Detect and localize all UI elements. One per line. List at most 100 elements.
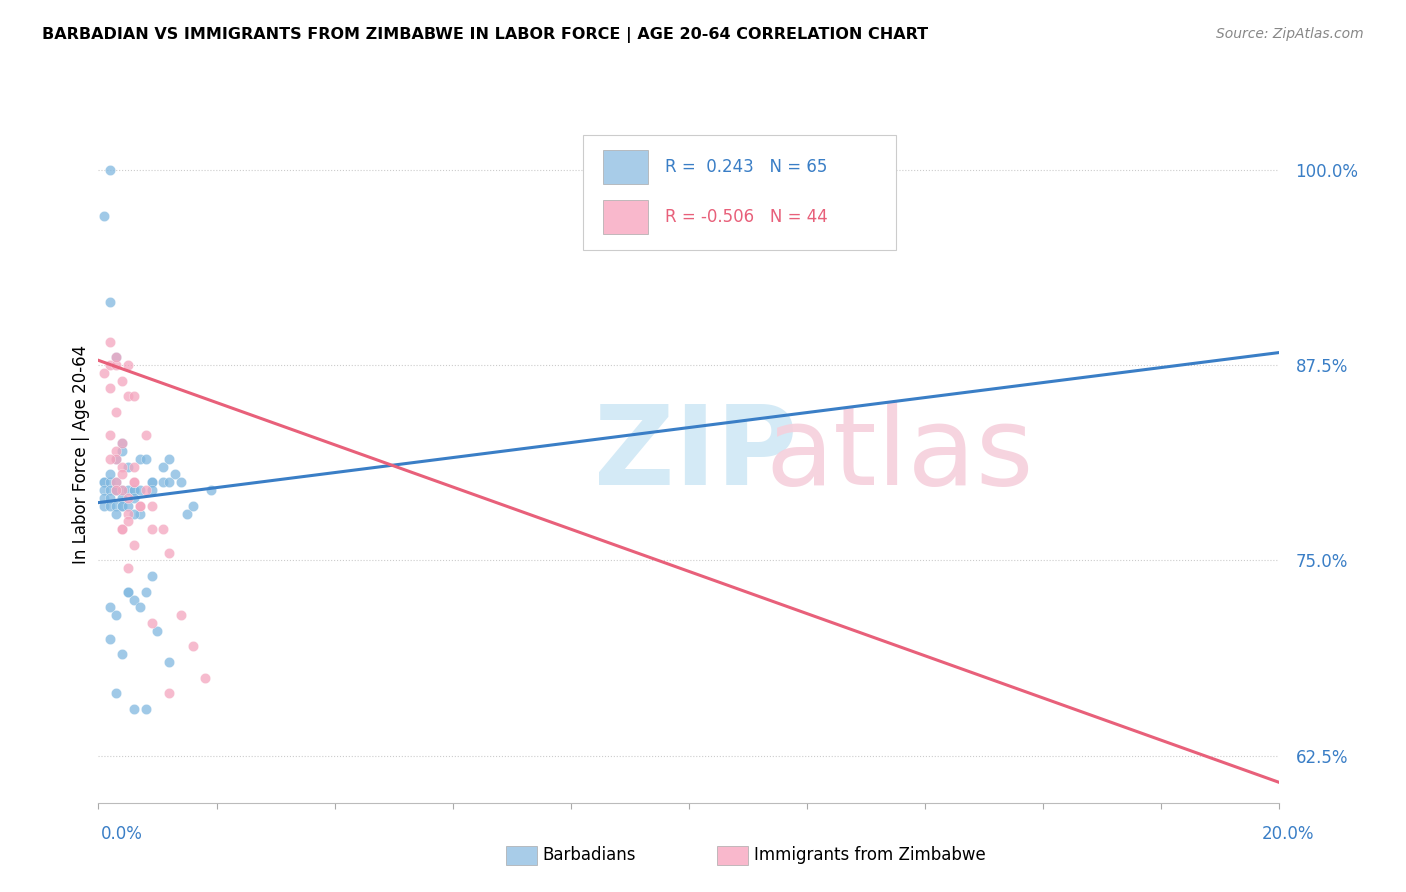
FancyBboxPatch shape [582,135,896,250]
Point [111,444,134,458]
Point [111,459,134,474]
Point [117,507,139,521]
Point [122,483,145,497]
Point [128,499,150,513]
Text: 20.0%: 20.0% [1263,825,1315,843]
Bar [603,150,648,184]
Point [152,459,174,474]
Point [141,569,163,583]
Point [98,428,121,442]
Point [194,671,217,685]
Point [105,475,128,490]
Text: 0.0%: 0.0% [101,825,143,843]
Point [122,491,145,505]
Point [111,522,134,536]
Point [170,608,193,623]
Point [135,702,157,716]
Point [93,475,115,490]
Text: R =  0.243   N = 65: R = 0.243 N = 65 [665,158,828,176]
Point [157,655,180,669]
Point [98,334,121,349]
Point [135,584,157,599]
Point [122,592,145,607]
Point [117,459,139,474]
Point [98,451,121,466]
Point [98,499,121,513]
Point [105,483,128,497]
Point [117,483,139,497]
Point [157,546,180,560]
Point [157,475,180,490]
Text: BARBADIAN VS IMMIGRANTS FROM ZIMBABWE IN LABOR FORCE | AGE 20-64 CORRELATION CHA: BARBADIAN VS IMMIGRANTS FROM ZIMBABWE IN… [42,27,928,43]
Point [105,350,128,364]
Point [117,561,139,575]
Point [93,366,115,380]
Point [122,538,145,552]
Point [135,451,157,466]
Point [98,162,121,177]
Bar [603,201,648,234]
Point [128,451,150,466]
Point [122,389,145,403]
Point [111,467,134,482]
Point [98,483,121,497]
Point [117,584,139,599]
Text: atlas: atlas [766,401,1035,508]
Point [105,507,128,521]
Point [98,358,121,372]
Point [181,640,204,654]
Point [105,350,128,364]
Point [98,295,121,310]
Point [141,483,163,497]
Point [98,475,121,490]
Point [111,436,134,450]
Point [111,522,134,536]
Point [111,491,134,505]
Point [105,483,128,497]
Point [105,451,128,466]
Point [105,483,128,497]
Point [157,686,180,700]
Point [141,615,163,630]
Point [122,475,145,490]
Point [128,507,150,521]
Point [152,522,174,536]
Point [117,499,139,513]
Point [141,475,163,490]
Text: Immigrants from Zimbabwe: Immigrants from Zimbabwe [754,847,986,864]
Point [105,483,128,497]
Point [122,507,145,521]
Point [141,475,163,490]
Point [122,475,145,490]
Point [122,702,145,716]
Point [135,483,157,497]
Point [105,608,128,623]
Point [181,499,204,513]
Point [105,444,128,458]
Point [105,475,128,490]
Point [98,382,121,396]
Point [105,451,128,466]
Point [117,491,139,505]
Point [93,491,115,505]
Point [128,483,150,497]
Point [98,491,121,505]
Point [98,632,121,646]
Point [111,499,134,513]
Point [105,358,128,372]
Point [93,475,115,490]
Text: Source: ZipAtlas.com: Source: ZipAtlas.com [1216,27,1364,41]
Point [122,483,145,497]
Point [111,483,134,497]
Point [98,600,121,615]
Point [157,451,180,466]
Point [93,210,115,224]
Point [111,499,134,513]
Point [141,522,163,536]
Point [170,475,193,490]
Point [105,499,128,513]
Point [117,584,139,599]
Text: ZIP: ZIP [595,401,797,508]
Point [146,624,169,638]
Text: Barbadians: Barbadians [543,847,637,864]
